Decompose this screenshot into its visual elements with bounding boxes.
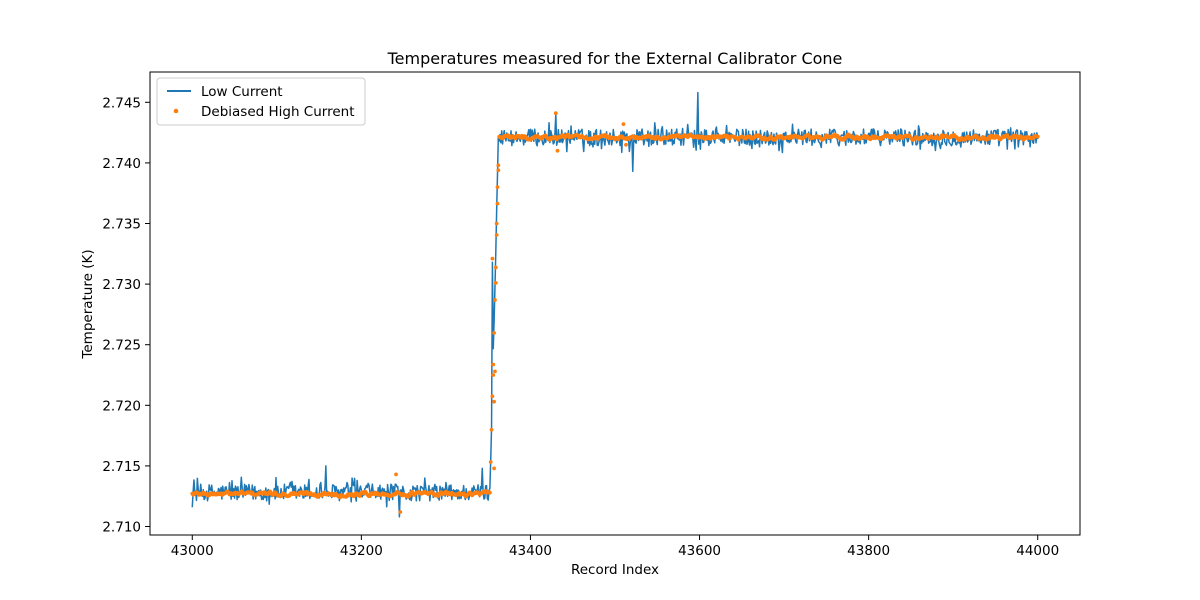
x-tick-label: 44000 [1016, 543, 1059, 559]
legend-swatch-debiased-high-current [173, 108, 179, 114]
y-tick-label: 2.745 [102, 95, 141, 111]
scatter-point-debiased-high-current [493, 298, 497, 302]
chart-title: Temperatures measured for the External C… [387, 49, 843, 68]
x-axis-label: Record Index [571, 562, 659, 578]
y-tick-label: 2.740 [102, 156, 141, 172]
scatter-point-debiased-high-current [489, 427, 494, 432]
scatter-point-debiased-high-current [491, 362, 496, 367]
legend: Low Current Debiased High Current [156, 77, 366, 126]
scatter-point-debiased-high-current [494, 232, 499, 237]
scatter-point-debiased-high-current [494, 221, 499, 226]
scatter-point-debiased-high-current [496, 163, 501, 168]
y-tick-label: 2.735 [102, 217, 141, 233]
y-tick-label: 2.710 [102, 520, 141, 536]
plot-area [190, 91, 1040, 518]
y-tick-label: 2.720 [102, 398, 141, 414]
scatter-point-debiased-high-current [555, 148, 560, 153]
x-axis-ticks: 43000 43200 43400 43600 43800 44000 [171, 535, 1059, 559]
scatter-point-debiased-high-current [492, 330, 496, 335]
scatter-point-debiased-high-current [487, 490, 492, 495]
legend-label-low-current: Low Current [201, 84, 283, 100]
x-tick-label: 43800 [847, 543, 890, 559]
scatter-point-debiased-high-current [493, 281, 498, 285]
scatter-point-debiased-high-current [553, 111, 558, 116]
y-axis-ticks: 2.710 2.715 2.720 2.725 2.730 2.735 2.740 2.745 [102, 95, 150, 536]
y-tick-label: 2.715 [102, 459, 141, 475]
scatter-point-debiased-high-current [488, 460, 493, 464]
scatter-point-debiased-high-current [621, 122, 626, 127]
scatter-point-debiased-high-current [394, 472, 398, 477]
scatter-point-debiased-high-current [398, 510, 403, 514]
x-tick-label: 43600 [678, 543, 721, 559]
x-tick-label: 43400 [509, 543, 552, 559]
scatter-point-debiased-high-current [495, 201, 500, 206]
scatter-point-debiased-high-current [493, 265, 498, 270]
legend-label-debiased-high-current: Debiased High Current [201, 104, 355, 120]
scatter-point-debiased-high-current [491, 373, 496, 377]
scatter-point-debiased-high-current [1035, 134, 1040, 139]
x-tick-label: 43000 [171, 543, 214, 559]
scatter-point-debiased-high-current [492, 399, 496, 404]
y-tick-label: 2.725 [102, 338, 141, 354]
plot-frame [149, 71, 1081, 536]
legend-box [156, 77, 366, 126]
scatter-point-debiased-high-current [495, 185, 500, 190]
x-tick-label: 43200 [340, 543, 383, 559]
scatter-point-debiased-high-current [490, 256, 495, 261]
scatter-point-debiased-high-current [492, 466, 496, 471]
y-axis-label: Temperature (K) [80, 249, 96, 359]
scatter-point-debiased-high-current [493, 369, 497, 374]
y-tick-label: 2.730 [102, 277, 141, 293]
scatter-point-debiased-high-current [496, 168, 501, 173]
scatter-point-debiased-high-current [624, 142, 628, 147]
scatter-point-debiased-high-current [490, 394, 495, 399]
